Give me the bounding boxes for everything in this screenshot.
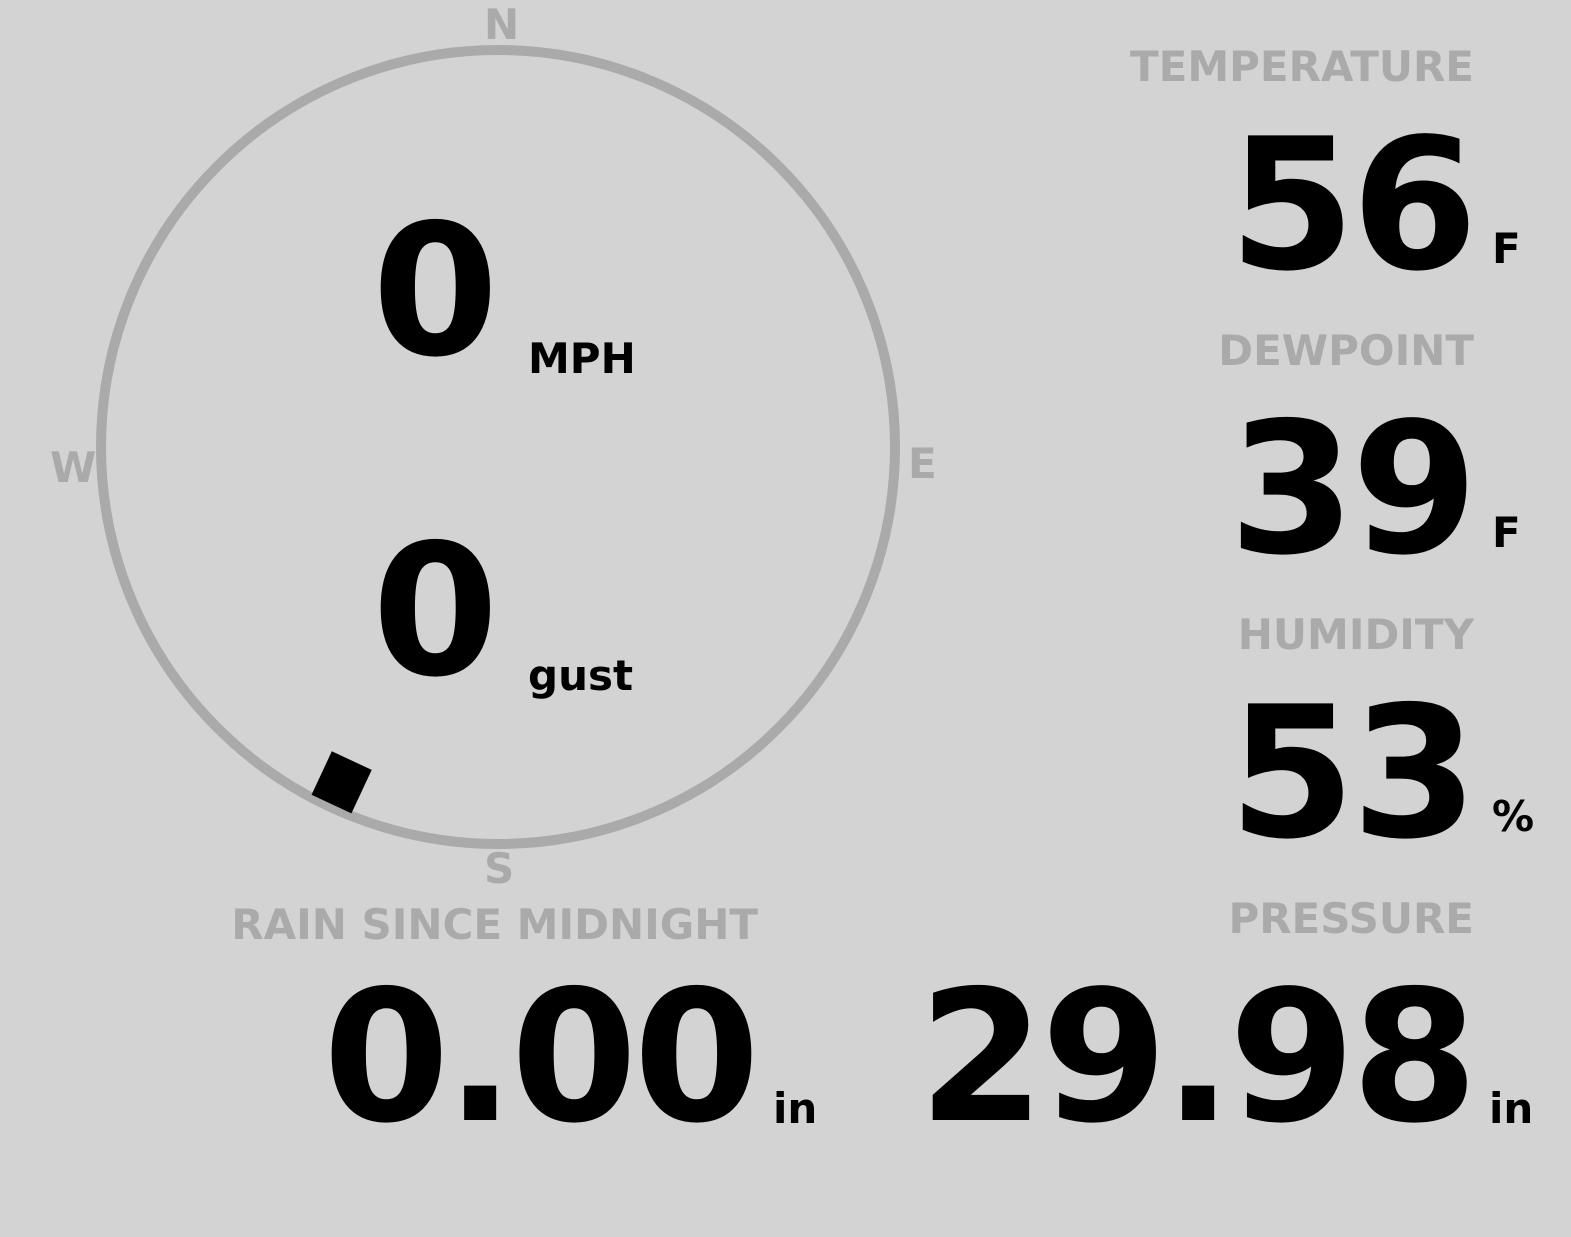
compass [96, 45, 900, 849]
rain-label: RAIN SINCE MIDNIGHT [231, 900, 758, 949]
pressure-label: PRESSURE [1228, 894, 1474, 943]
pressure-unit: in [1489, 1084, 1534, 1133]
wind-gust-value: 0 [372, 505, 499, 717]
compass-south-label: S [484, 844, 515, 893]
wind-speed-unit: MPH [528, 334, 636, 383]
compass-west-label: W [50, 443, 97, 492]
humidity-value: 53 [1228, 667, 1478, 879]
rain-value: 0.00 [322, 951, 760, 1163]
humidity-unit: % [1492, 792, 1535, 841]
dewpoint-unit: F [1492, 508, 1521, 557]
wind-direction-marker [311, 751, 372, 814]
humidity-label: HUMIDITY [1237, 610, 1474, 659]
pressure-value: 29.98 [918, 951, 1478, 1163]
compass-east-label: E [908, 439, 937, 488]
wind-speed-value: 0 [372, 185, 499, 397]
compass-ring [96, 45, 900, 849]
temperature-label: TEMPERATURE [1130, 42, 1474, 91]
compass-north-label: N [484, 0, 520, 49]
dewpoint-label: DEWPOINT [1218, 326, 1474, 375]
wind-gust-unit: gust [528, 651, 634, 700]
temperature-unit: F [1492, 224, 1521, 273]
temperature-value: 56 [1228, 99, 1478, 311]
rain-unit: in [773, 1084, 818, 1133]
dewpoint-value: 39 [1228, 383, 1478, 595]
